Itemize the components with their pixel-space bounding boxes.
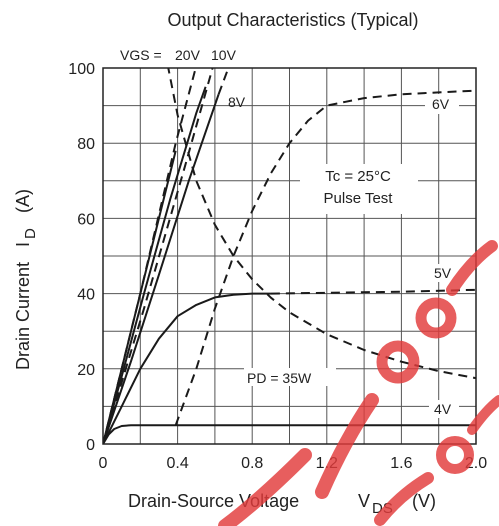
vgs-4v-label: 4V (434, 401, 452, 417)
conditions-pulse-test: Pulse Test (324, 190, 394, 207)
curve-series (270, 288, 476, 295)
curves-layer (103, 68, 476, 444)
curve-series (103, 86, 207, 444)
x-axis-label-symbol: V (358, 491, 370, 511)
chart-title: Output Characteristics (Typical) (167, 10, 418, 30)
x-tick-labels: 0 0.4 0.8 1.2 1.6 2.0 (99, 455, 488, 472)
vgs-6v-label: 6V (432, 96, 450, 112)
annotations: VGS = 20V 10V 8V 6V 5V 4V Tc = 25°C Puls… (120, 47, 459, 418)
curve-series (174, 89, 476, 426)
vgs-prefix-label: VGS = (120, 47, 166, 63)
x-tick-label: 0.4 (166, 455, 188, 472)
y-tick-label: 40 (77, 287, 95, 304)
vgs-8v-label: 8V (228, 94, 246, 110)
curve-series (103, 150, 177, 444)
y-tick-labels: 0 20 40 60 80 100 (68, 61, 95, 454)
x-tick-label: 0.8 (241, 455, 263, 472)
curve-series (167, 68, 476, 380)
watermark (218, 240, 499, 526)
x-tick-label: 0 (99, 455, 108, 472)
vgs-10v-label: 10V (211, 47, 237, 63)
power-limit-label: PD = 35W (247, 370, 312, 386)
y-tick-label: 80 (77, 136, 95, 153)
curve-series (217, 68, 230, 95)
curve-series (103, 424, 476, 444)
curve-series (103, 68, 214, 444)
curve-series (103, 292, 271, 444)
y-tick-label: 20 (77, 362, 95, 379)
y-tick-label: 100 (68, 61, 95, 78)
curve-series (103, 93, 220, 444)
conditions-temperature: Tc = 25°C (325, 168, 391, 185)
y-axis-label-symbol: I (13, 242, 33, 247)
vgs-20v-label: 20V (175, 47, 201, 63)
y-axis-label-subscript: D (22, 228, 39, 239)
x-tick-label: 1.6 (390, 455, 412, 472)
vgs-5v-label: 5V (434, 265, 452, 281)
y-tick-label: 0 (86, 437, 95, 454)
y-axis-label-main: Drain Current (13, 262, 33, 370)
y-axis-label: Drain Current I D (A) (13, 189, 39, 370)
y-axis-label-unit: (A) (13, 189, 33, 213)
y-tick-label: 60 (77, 211, 95, 228)
x-axis-label-unit: (V) (412, 491, 436, 511)
